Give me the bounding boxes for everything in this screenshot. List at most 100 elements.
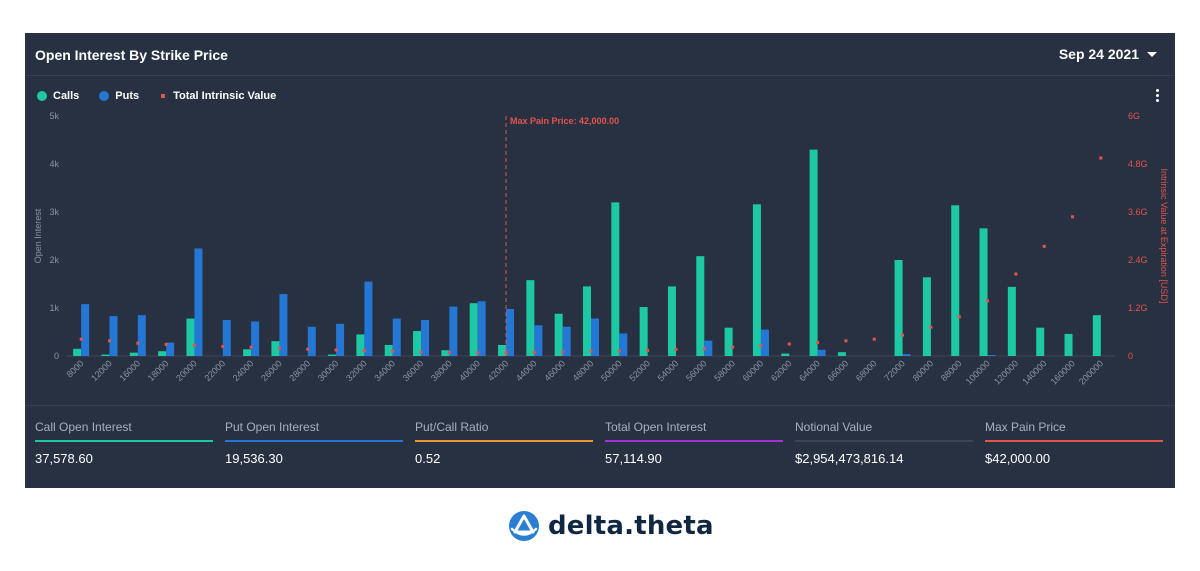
stat-value: 0.52 [415,451,441,466]
puts-bar [562,326,571,356]
x-tick-label: 72000 [882,358,907,383]
stat-label: Call Open Interest [35,420,132,434]
puts-bar [704,340,713,356]
calls-bar [809,149,818,356]
x-tick-label: 52000 [627,358,652,383]
intrinsic-value-point [419,350,423,354]
x-tick-label: 160000 [1049,358,1077,386]
expiry-date-value: Sep 24 2021 [1058,46,1139,62]
y-right-tick-label: 2.4G [1128,255,1148,265]
intrinsic-value-point [107,339,111,343]
calls-bar [1036,327,1045,356]
stat-underline [985,440,1163,442]
calls-bar [498,344,507,356]
expiry-date-select[interactable]: Sep 24 2021 [1059,46,1157,62]
stat-value: $2,954,473,816.14 [795,451,904,466]
calls-bar [724,327,733,356]
y-right-tick-label: 3.6G [1128,207,1148,217]
intrinsic-value-point [1014,272,1018,276]
y-left-tick-label: 1k [49,303,59,313]
calls-bar [73,348,82,356]
x-tick-label: 22000 [202,358,227,383]
intrinsic-value-point [957,315,961,319]
intrinsic-value-point [1071,215,1075,219]
intrinsic-value-point [362,349,366,353]
calls-bar [186,318,195,356]
calls-dot-icon [37,91,47,101]
puts-bar [392,318,401,356]
caret-down-icon [1147,51,1157,57]
calls-bar [526,280,535,356]
intrinsic-value-point [164,342,168,346]
puts-bar [194,248,203,356]
x-tick-label: 24000 [231,358,256,383]
intrinsic-value-point [617,349,621,353]
calls-bar [639,307,648,356]
intrinsic-value-point [929,325,933,329]
intrinsic-value-point [986,299,990,303]
y-left-tick-label: 2k [49,255,59,265]
x-tick-label: 44000 [514,358,539,383]
puts-bar [81,304,90,356]
stat-underline [605,440,783,442]
x-tick-label: 8000 [64,358,85,379]
x-tick-label: 28000 [287,358,312,383]
puts-bar [109,316,118,356]
stat-label: Put Open Interest [225,420,320,434]
more-options-icon[interactable] [1155,89,1159,104]
x-tick-label: 30000 [316,358,341,383]
stats-divider [25,405,1175,406]
x-tick-label: 100000 [964,358,992,386]
puts-bar [591,318,599,356]
x-tick-label: 20000 [174,358,199,383]
legend-label-intrinsic: Total Intrinsic Value [173,90,277,102]
x-tick-label: 40000 [457,358,482,383]
y-left-tick-label: 0 [54,351,59,361]
intrinsic-value-point [136,341,140,345]
legend-item-calls[interactable]: Calls [37,90,79,102]
calls-bar [611,202,620,356]
calls-bar [328,354,337,356]
legend-label-puts: Puts [115,90,140,102]
intrinsic-value-point [277,346,281,350]
x-tick-label: 66000 [826,358,851,383]
y-right-axis-title: Intrinsic Value at Expiration [USD] [1159,169,1169,304]
intrinsic-value-point [391,349,395,353]
x-tick-label: 62000 [769,358,794,383]
chart-legend: Calls Puts Total Intrinsic Value [37,90,296,102]
intrinsic-value-point [1042,244,1046,248]
puts-bar [619,333,628,356]
y-left-tick-label: 5k [49,111,59,121]
intrinsic-value-point [561,350,565,354]
x-tick-label: 48000 [571,358,596,383]
intrinsic-value-point [306,347,310,351]
x-tick-label: 54000 [656,358,681,383]
y-left-tick-label: 3k [49,207,59,217]
puts-bar [307,326,316,356]
calls-bar [129,352,138,356]
stat-call-open-interest: Call Open Interest 37,578.60 [35,420,213,466]
puts-bar [364,281,373,356]
puts-bar [506,308,515,356]
puts-bar [987,355,996,356]
chart-title: Open Interest By Strike Price [35,47,228,63]
intrinsic-value-point [844,339,848,343]
calls-bar [101,354,110,356]
stat-underline [415,440,593,442]
puts-bar [279,294,288,356]
x-tick-label: 34000 [372,358,397,383]
calls-bar [696,256,705,356]
stat-max-pain-price: Max Pain Price $42,000.00 [985,420,1163,466]
y-left-axis-title: Open Interest [33,208,43,263]
x-tick-label: 26000 [259,358,284,383]
legend-label-calls: Calls [53,90,80,102]
x-tick-label: 58000 [712,358,737,383]
stat-underline [225,440,403,442]
calls-bar [441,350,450,356]
stat-label: Max Pain Price [985,420,1066,434]
legend-item-puts[interactable]: Puts [99,90,139,102]
stat-value: 19,536.30 [225,451,283,466]
puts-bar [137,315,146,356]
x-tick-label: 68000 [854,358,879,383]
legend-item-intrinsic[interactable]: Total Intrinsic Value [159,90,276,102]
